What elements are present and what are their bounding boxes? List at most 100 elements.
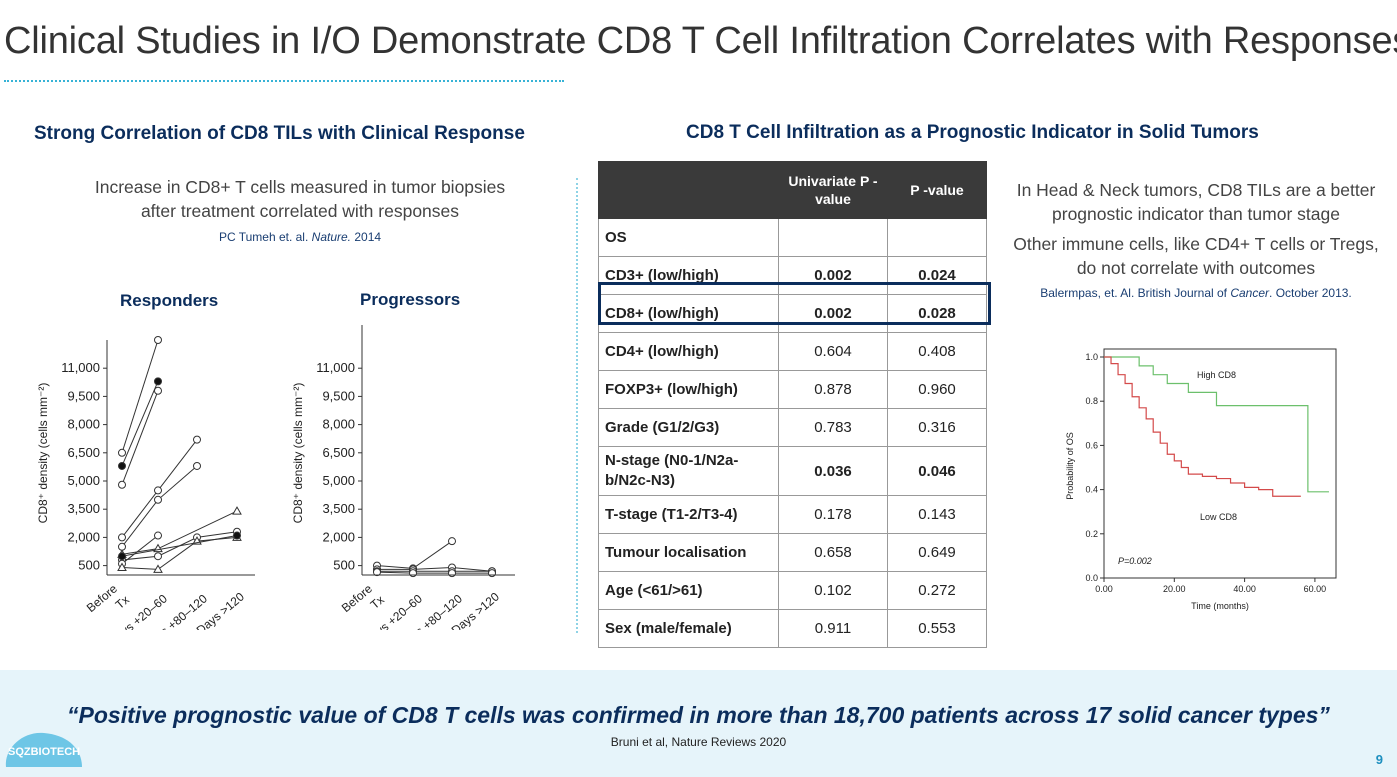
table-row-univariate: 0.604	[778, 332, 888, 371]
quote-text: “Positive prognostic value of CD8 T cell…	[67, 702, 1330, 728]
right-note-1-line2: prognostic indicator than tumor stage	[1052, 204, 1340, 224]
table-section-empty-cell	[778, 218, 888, 257]
table-row: CD4+ (low/high) 0.604 0.408	[598, 332, 987, 371]
km-x-tick-label: 20.00	[1163, 584, 1186, 594]
table-header-row: Univariate P -value P -value	[598, 161, 987, 219]
y-tick-label: 11,000	[61, 360, 100, 375]
table-row-univariate: 0.178	[778, 495, 888, 534]
km-x-tick-label: 40.00	[1233, 584, 1256, 594]
logo-text: SQZBIOTECH	[8, 746, 80, 758]
data-point	[118, 448, 126, 457]
y-tick-label: 8,000	[322, 417, 355, 432]
data-point	[153, 564, 163, 573]
left-citation-journal: Nature.	[311, 230, 352, 244]
series-line	[121, 535, 159, 565]
series-line	[377, 566, 493, 572]
series-line	[376, 571, 492, 574]
data-point	[193, 461, 201, 470]
table-row-pvalue: 0.408	[887, 332, 987, 371]
series-line	[121, 510, 238, 555]
table-row: CD3+ (low/high) 0.002 0.024	[598, 256, 987, 295]
y-tick-label: 5,000	[67, 473, 100, 488]
table-row-univariate: 0.036	[778, 446, 888, 496]
y-tick-label: 500	[78, 558, 100, 573]
right-citation: Balermpas, et. Al. British Journal of Ca…	[1000, 286, 1392, 300]
km-high-cd8-line	[1104, 356, 1329, 493]
data-point	[118, 552, 126, 561]
table-row-pvalue: 0.649	[887, 533, 987, 572]
data-point	[232, 506, 242, 515]
right-note-2-line2: do not correlate with outcomes	[1076, 258, 1316, 278]
y-tick-label: 6,500	[322, 445, 355, 460]
y-tick-label: 2,000	[67, 529, 100, 544]
right-citation-date: . October 2013.	[1269, 286, 1352, 300]
series-line	[121, 531, 238, 561]
km-ylabel: Probability of OS	[1065, 432, 1075, 500]
y-tick-label: 6,500	[67, 445, 100, 460]
responders-chart: CD8⁺ density (cells mm⁻²) 11,000 9,500 8,0…	[36, 336, 255, 630]
table-row-univariate: 0.911	[778, 609, 888, 648]
table-row-univariate: 0.658	[778, 533, 888, 572]
table-row-pvalue: 0.024	[887, 256, 987, 295]
table-section-empty-cell	[887, 218, 987, 257]
quote-banner	[0, 670, 1397, 777]
data-point	[117, 562, 127, 571]
table-row-pvalue: 0.272	[887, 571, 987, 610]
responders-title: Responders	[120, 291, 219, 310]
data-point	[154, 386, 162, 395]
km-y-tick-label: 0.0	[1085, 573, 1098, 583]
right-note-1-line1: In Head & Neck tumors, CD8 TILs are a be…	[1016, 180, 1376, 200]
y-tick-label: 11,000	[316, 360, 355, 375]
km-y-tick-label: 0.4	[1085, 485, 1098, 495]
table-row-pvalue: 0.553	[887, 609, 987, 648]
table-header-pvalue: P -value	[887, 161, 987, 219]
table-row-univariate: 0.002	[778, 256, 888, 295]
left-section-heading: Strong Correlation of CD8 TILs with Clin…	[34, 123, 525, 144]
table-row-label: Sex (male/female)	[598, 609, 779, 648]
section-divider	[576, 178, 578, 633]
y-tick-label: 9,500	[322, 388, 355, 403]
data-point	[409, 569, 417, 578]
left-citation-authors: PC Tumeh et. al.	[218, 230, 309, 244]
table-row-pvalue: 0.960	[887, 370, 987, 409]
km-low-label: Low CD8	[1200, 512, 1237, 522]
y-tick-label: 3,500	[322, 501, 355, 516]
km-pvalue: P=0.002	[1118, 556, 1152, 566]
y-tick-label: 500	[333, 558, 355, 573]
table-row-label: N-stage (N0-1/N2a-b/N2c-N3)	[598, 446, 779, 496]
title-divider	[4, 80, 564, 82]
table-row: Age (<61/>61) 0.102 0.272	[598, 571, 987, 610]
y-tick-label: 5,000	[322, 473, 355, 488]
data-point	[118, 461, 126, 470]
table-row-univariate: 0.878	[778, 370, 888, 409]
logo-shape	[5, 732, 82, 767]
km-x-tick-label: 60.00	[1304, 584, 1327, 594]
table-header-label	[598, 161, 779, 219]
cd8-row-highlight	[598, 282, 991, 325]
table-row-label: FOXP3+ (low/high)	[598, 370, 779, 409]
table-row-univariate: 0.783	[778, 408, 888, 447]
table-row-univariate: 0.102	[778, 571, 888, 610]
right-citation-authors: Balermpas, et. Al. British Journal of	[1040, 286, 1227, 300]
table-header-univariate-text: Univariate P -value	[788, 173, 878, 207]
data-point	[448, 569, 456, 578]
table-section-label: OS	[598, 218, 779, 257]
left-citation: PC Tumeh et. al. Nature. 2014	[40, 230, 560, 244]
prognostic-table: Univariate P -value P -value OS CD3+ (lo…	[598, 161, 987, 648]
km-survival-chart: 1.0 0.8 0.6 0.4 0.2 0.0 0.00 20.00 40.00 60.00 P…	[1065, 348, 1337, 611]
left-citation-year: 2014	[354, 230, 382, 244]
series-line	[121, 535, 238, 557]
series-line	[121, 339, 159, 453]
table-header-univariate: Univariate P -value	[778, 161, 888, 219]
data-point	[154, 486, 162, 495]
table-row: FOXP3+ (low/high) 0.878 0.960	[598, 370, 987, 409]
km-y-tick-label: 0.8	[1085, 396, 1098, 406]
right-note-2-line1: Other immune cells, like CD4+ T cells or…	[1013, 234, 1379, 254]
series-line	[121, 390, 159, 485]
y-tick-label: 2,000	[322, 529, 355, 544]
table-row: Tumour localisation 0.658 0.649	[598, 533, 987, 572]
data-point	[154, 377, 162, 386]
y-tick-label: 3,500	[67, 501, 100, 516]
table-row-pvalue: 0.046	[887, 446, 987, 496]
km-y-tick-label: 0.2	[1085, 529, 1098, 539]
